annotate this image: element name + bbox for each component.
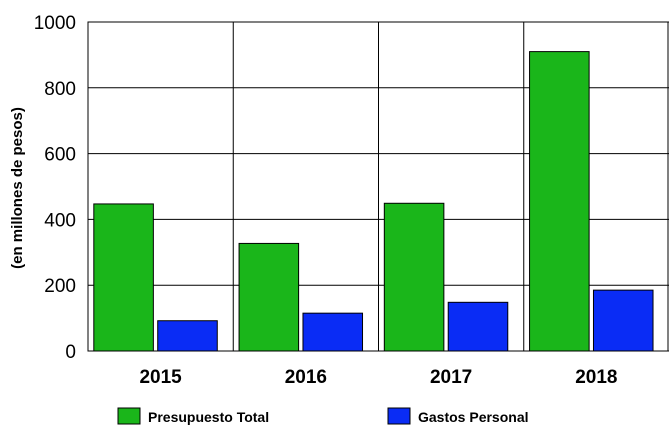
legend-label: Gastos Personal <box>418 409 529 425</box>
x-category-label: 2015 <box>139 367 182 388</box>
y-tick-label: 600 <box>44 145 76 166</box>
legend-swatch <box>387 407 411 425</box>
y-tick-label: 400 <box>44 210 76 231</box>
bar-presupuesto-total-2017 <box>383 202 445 352</box>
y-tick-label: 1000 <box>34 13 76 34</box>
legend-swatch <box>117 407 141 425</box>
x-category-label: 2016 <box>285 367 327 388</box>
x-axis-categories: 2015 2016 2017 2018 <box>139 367 617 388</box>
x-category-label: 2017 <box>430 367 472 388</box>
bar-gastos-personal-2016 <box>302 312 364 352</box>
bar-presupuesto-total-2018 <box>529 51 590 352</box>
bar-gastos-personal-2017 <box>447 301 509 352</box>
y-tick-label: 800 <box>44 79 76 100</box>
bars <box>93 51 654 352</box>
x-category-label: 2018 <box>575 367 617 388</box>
y-axis-ticks: 0 200 400 600 800 1000 <box>34 13 76 363</box>
y-axis-label: (en millones de pesos) <box>9 107 26 269</box>
bar-presupuesto-total-2015 <box>93 203 154 352</box>
y-tick-label: 0 <box>65 342 76 363</box>
bar-gastos-personal-2015 <box>157 320 218 352</box>
legend-label: Presupuesto Total <box>148 409 269 425</box>
y-tick-label: 200 <box>44 276 76 297</box>
bar-gastos-personal-2018 <box>592 289 654 352</box>
legend: Presupuesto Total Gastos Personal <box>117 407 529 425</box>
bar-presupuesto-total-2016 <box>238 242 300 352</box>
